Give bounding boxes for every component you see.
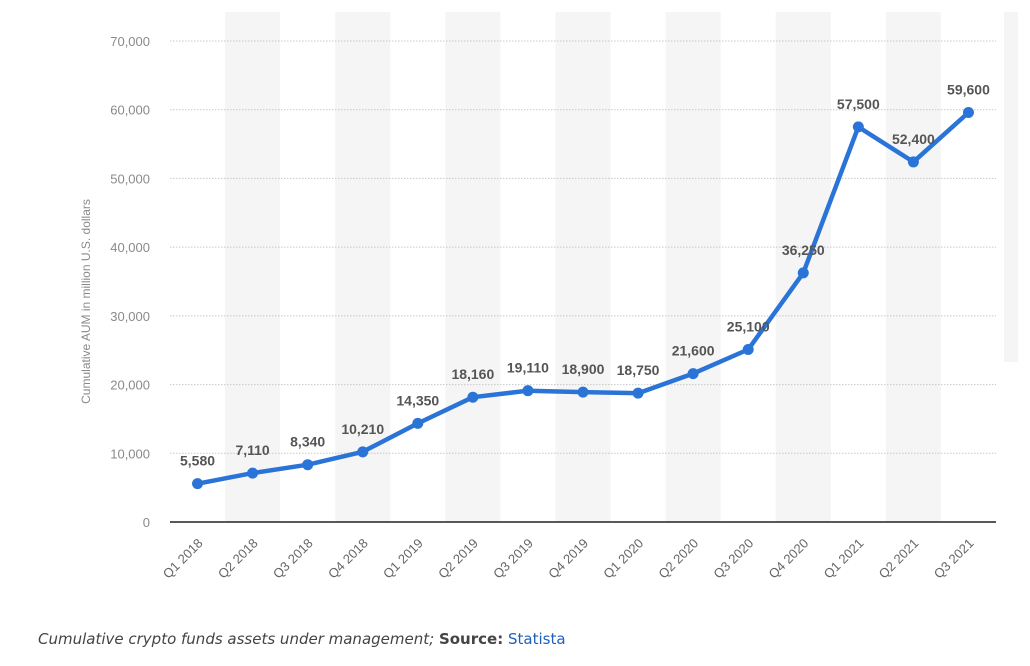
data-label: 19,110 <box>507 360 549 376</box>
x-tick-label: Q4 2019 <box>545 536 591 582</box>
data-label: 36,250 <box>782 242 825 258</box>
y-tick-label: 70,000 <box>110 34 150 49</box>
data-point <box>357 446 369 458</box>
data-point <box>687 368 699 380</box>
data-point <box>192 478 204 490</box>
data-label: 21,600 <box>672 343 715 359</box>
data-label: 5,580 <box>180 453 215 469</box>
data-label: 8,340 <box>290 434 325 450</box>
x-tick-label: Q2 2021 <box>876 536 922 582</box>
column-bands <box>225 12 1018 522</box>
data-point <box>577 386 589 398</box>
data-point <box>522 385 534 397</box>
caption-source-link[interactable]: Statista <box>507 630 566 648</box>
x-tick-label: Q3 2021 <box>931 536 977 582</box>
grid-lines <box>170 40 996 454</box>
data-point <box>797 267 809 279</box>
data-point <box>907 156 919 168</box>
x-tick-label: Q1 2018 <box>160 536 206 582</box>
x-tick-label: Q2 2020 <box>655 536 701 582</box>
y-tick-label: 10,000 <box>110 446 150 461</box>
column-band <box>885 12 941 522</box>
x-tick-label: Q1 2020 <box>600 536 646 582</box>
y-tick-label: 60,000 <box>110 103 150 118</box>
data-labels: 5,580 7,110 8,340 10,210 14,350 18,160 19,110 1… <box>180 81 990 468</box>
data-label: 18,750 <box>617 362 660 378</box>
y-tick-label: 0 <box>143 515 150 530</box>
y-axis-label: Cumulative AUM in million U.S. dollars <box>79 199 93 404</box>
data-label: 52,400 <box>892 131 935 147</box>
x-tick-label: Q1 2021 <box>821 536 867 582</box>
data-label: 25,100 <box>727 319 770 335</box>
x-tick-label: Q3 2019 <box>490 536 536 582</box>
data-point <box>742 344 754 356</box>
data-point <box>247 467 259 479</box>
y-tick-label: 30,000 <box>110 309 150 324</box>
y-tick-label: 20,000 <box>110 378 150 393</box>
y-tick-labels: 0 10,000 20,000 30,000 40,000 50,000 60,000 70,… <box>110 34 150 530</box>
data-point <box>412 417 424 429</box>
x-tick-label: Q3 2018 <box>270 536 316 582</box>
data-point <box>852 121 864 133</box>
x-tick-labels: Q1 2018 Q2 2018 Q3 2018 Q4 2018 Q1 2019 Q2 20… <box>160 536 977 582</box>
x-tick-label: Q4 2018 <box>325 536 371 582</box>
data-label: 59,600 <box>947 81 990 97</box>
data-point <box>467 391 479 403</box>
caption-source-label: Source: <box>438 630 504 648</box>
column-band <box>445 12 501 522</box>
line-chart: 0 10,000 20,000 30,000 40,000 50,000 60,000 70,… <box>79 12 1018 582</box>
x-tick-label: Q3 2020 <box>710 536 756 582</box>
x-tick-label: Q1 2019 <box>380 536 426 582</box>
y-tick-label: 50,000 <box>110 171 150 186</box>
chart-caption: Cumulative crypto funds assets under man… <box>38 630 566 648</box>
data-label: 14,350 <box>396 392 439 408</box>
data-point <box>302 459 314 471</box>
column-band <box>225 12 281 522</box>
data-label: 10,210 <box>341 421 384 437</box>
data-points <box>192 106 974 490</box>
data-label: 7,110 <box>235 442 269 458</box>
x-tick-label: Q2 2018 <box>215 536 261 582</box>
x-tick-label: Q2 2019 <box>435 536 481 582</box>
column-band <box>665 12 721 522</box>
data-label: 18,900 <box>562 361 605 377</box>
caption-description: Cumulative crypto funds assets under man… <box>38 630 435 648</box>
data-label: 18,160 <box>451 366 494 382</box>
column-band <box>555 12 611 522</box>
column-band <box>335 12 391 522</box>
x-tick-label: Q4 2020 <box>766 536 812 582</box>
data-label: 57,500 <box>837 96 880 112</box>
data-point <box>632 387 644 399</box>
column-band <box>1004 12 1018 362</box>
data-point <box>962 106 974 118</box>
y-tick-label: 40,000 <box>110 240 150 255</box>
